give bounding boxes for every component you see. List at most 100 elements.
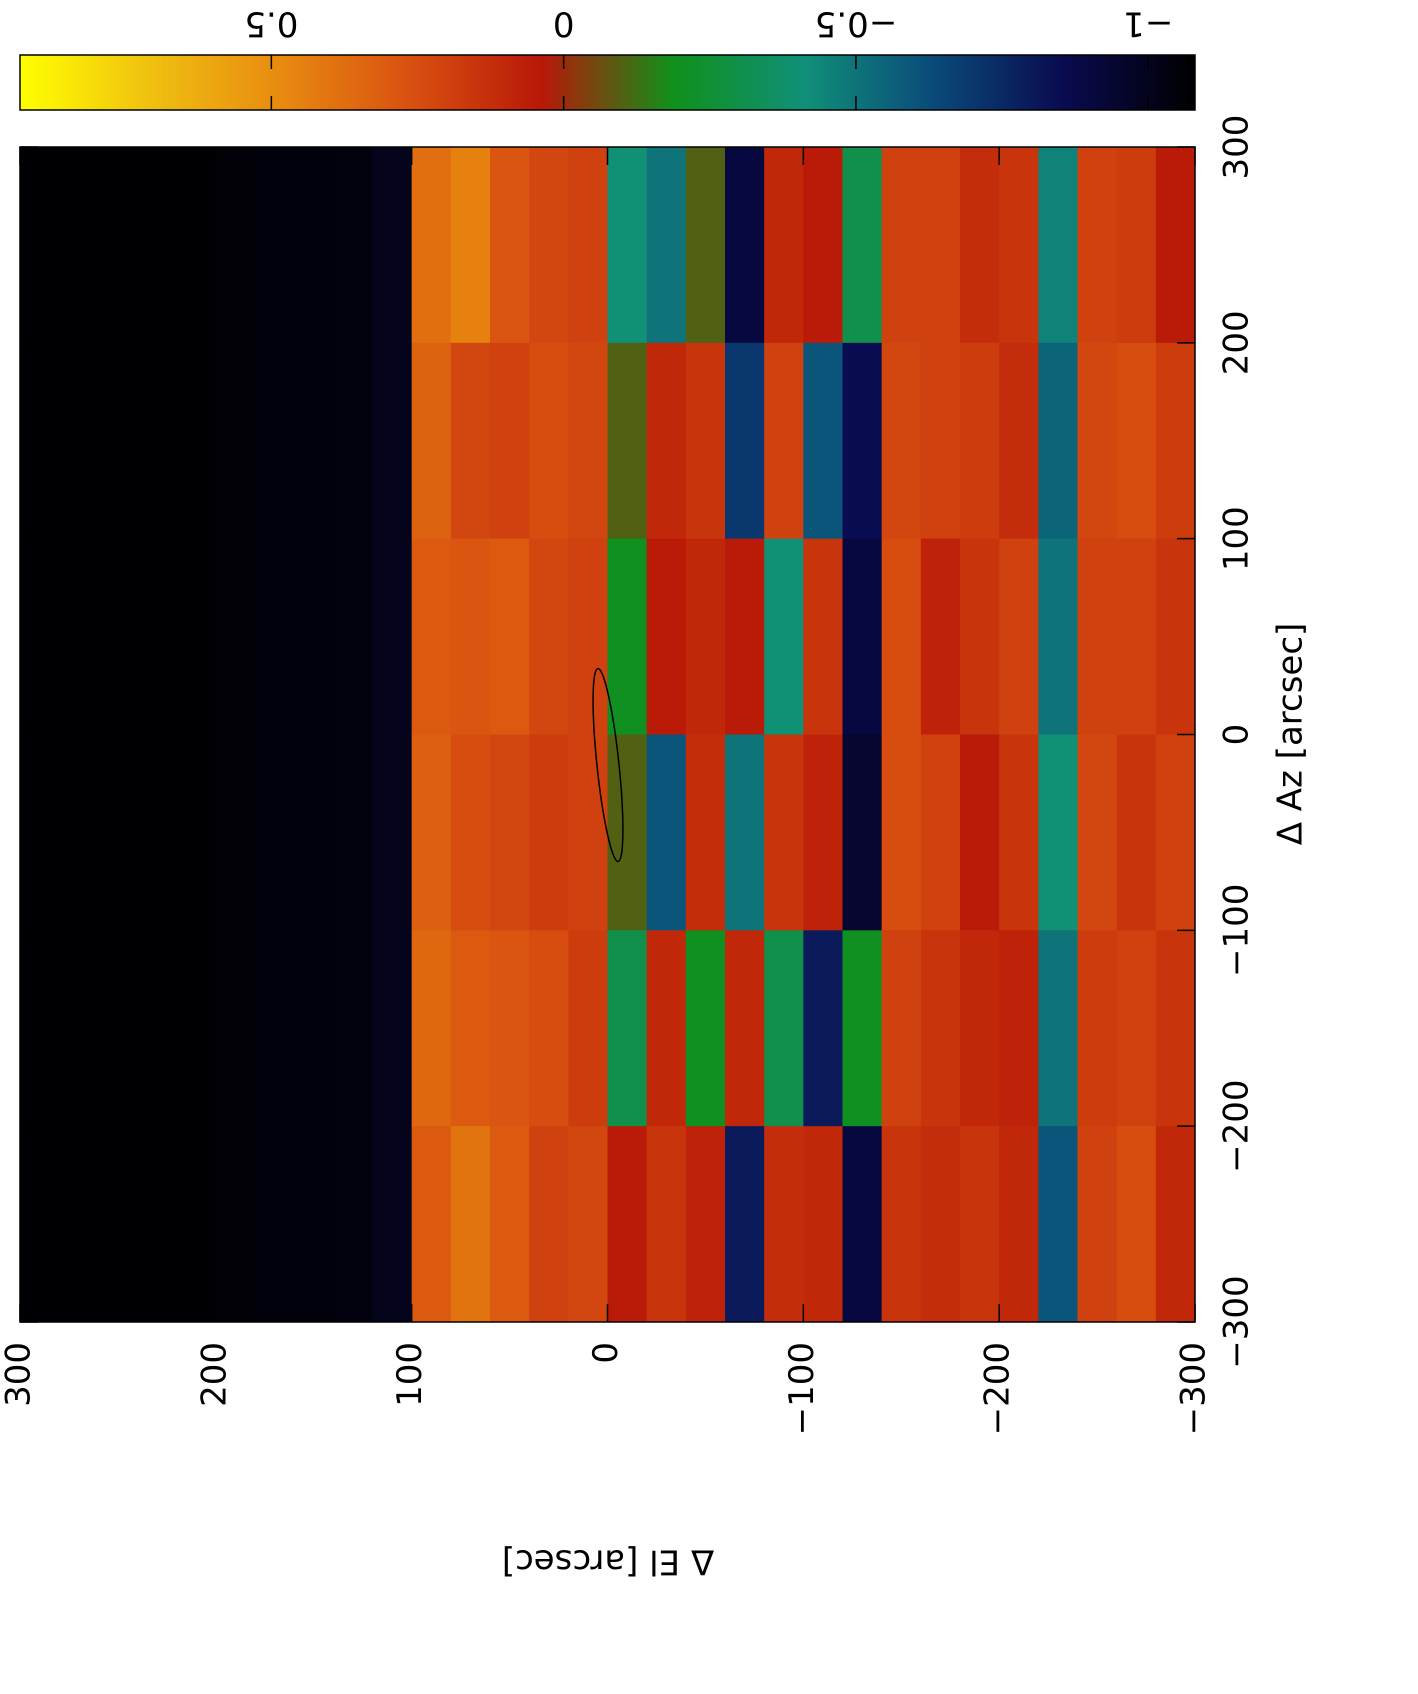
heatmap-cell bbox=[842, 1125, 883, 1322]
heatmap-cell bbox=[215, 538, 256, 735]
heatmap-cell bbox=[333, 733, 374, 931]
heatmap-cell bbox=[1116, 1125, 1157, 1322]
heatmap-cell bbox=[450, 1125, 491, 1322]
heatmap-cell bbox=[842, 342, 883, 539]
heatmap-cell bbox=[529, 538, 569, 735]
heatmap-cell bbox=[450, 929, 491, 1127]
heatmap-cell bbox=[255, 1125, 295, 1322]
y-tick-label: −200 bbox=[978, 1342, 1018, 1435]
colorbar-tick-label: −0.5 bbox=[815, 4, 898, 44]
heatmap-cell bbox=[803, 1125, 843, 1322]
heatmap-cell bbox=[411, 1125, 452, 1322]
heatmap-cell bbox=[372, 538, 413, 735]
heatmap-cell bbox=[1077, 538, 1118, 735]
heatmap-cell bbox=[725, 342, 765, 539]
heatmap-cell bbox=[920, 538, 961, 735]
heatmap-cell bbox=[568, 342, 608, 539]
heatmap-cell bbox=[1038, 1125, 1079, 1322]
heatmap-cell bbox=[411, 146, 452, 343]
heatmap-cell bbox=[646, 1125, 687, 1322]
heatmap-cell bbox=[411, 538, 452, 735]
heatmap-cell bbox=[333, 929, 374, 1127]
beam-ellipse bbox=[592, 667, 624, 863]
y-tick-label: 300 bbox=[0, 1342, 39, 1407]
heatmap-cell bbox=[98, 146, 139, 343]
heatmap-cell bbox=[411, 342, 452, 539]
y-tick-label: 0 bbox=[586, 1342, 626, 1364]
x-axis-title: Δ Az [arcsec] bbox=[1271, 623, 1311, 846]
heatmap-cell bbox=[450, 733, 491, 931]
heatmap-cell bbox=[999, 1125, 1039, 1322]
heatmap-cell bbox=[920, 1125, 961, 1322]
heatmap-cell bbox=[215, 733, 256, 931]
heatmap-cell bbox=[725, 146, 765, 343]
heatmap-cell bbox=[764, 1125, 804, 1322]
heatmap-cell bbox=[20, 929, 60, 1127]
heatmap-cell bbox=[411, 733, 452, 931]
heatmap-cell bbox=[59, 1125, 99, 1322]
heatmap-cell bbox=[20, 1125, 60, 1322]
heatmap-cell bbox=[294, 146, 334, 343]
heatmap-cell bbox=[372, 1125, 413, 1322]
heatmap-cell bbox=[255, 538, 295, 735]
heatmap-cell bbox=[215, 1125, 256, 1322]
heatmap-cell bbox=[764, 538, 804, 735]
heatmap-cell bbox=[685, 342, 726, 539]
heatmap-cell bbox=[1116, 146, 1157, 343]
x-tick-label: −300 bbox=[1217, 1275, 1257, 1368]
heatmap-cell bbox=[960, 342, 1000, 539]
heatmap-cell bbox=[960, 733, 1000, 931]
heatmap-cell bbox=[685, 538, 726, 735]
heatmap-cell bbox=[568, 146, 608, 343]
heatmap-cell bbox=[646, 733, 687, 931]
heatmap-cell bbox=[450, 342, 491, 539]
heatmap-cell bbox=[725, 538, 765, 735]
heatmap-cell bbox=[1116, 733, 1157, 931]
heatmap-cell bbox=[294, 538, 334, 735]
heatmap-cell bbox=[803, 538, 843, 735]
heatmap-cell bbox=[646, 342, 687, 539]
heatmap-cell bbox=[372, 929, 413, 1127]
heatmap-cell bbox=[20, 146, 60, 343]
x-tick-label: 300 bbox=[1217, 115, 1257, 180]
plot-frame: Δ Az [arcsec] Δ El [arcsec] −300−200−100… bbox=[0, 4, 1311, 1582]
heatmap-cell bbox=[20, 733, 60, 931]
x-tick-label: 200 bbox=[1217, 310, 1257, 375]
heatmap-cell bbox=[960, 1125, 1000, 1322]
heatmap-cell bbox=[490, 342, 530, 539]
heatmap-cell bbox=[137, 538, 178, 735]
heatmap-cell bbox=[255, 733, 295, 931]
heatmap-cell bbox=[999, 146, 1039, 343]
heatmap-cell bbox=[685, 929, 726, 1127]
heatmap-cell bbox=[333, 1125, 374, 1322]
heatmap-cell bbox=[1077, 1125, 1118, 1322]
heatmap-cell bbox=[607, 146, 648, 343]
heatmap-cell bbox=[333, 342, 374, 539]
heatmap-cell bbox=[607, 1125, 648, 1322]
heatmap-cell bbox=[646, 538, 687, 735]
heatmap-cell bbox=[999, 733, 1039, 931]
heatmap-cell bbox=[176, 342, 217, 539]
heatmap-cell bbox=[137, 342, 178, 539]
heatmap-cell bbox=[1038, 342, 1079, 539]
heatmap-cell bbox=[490, 733, 530, 931]
heatmap-cell bbox=[1077, 929, 1118, 1127]
heatmap-cell bbox=[529, 929, 569, 1127]
heatmap-cell bbox=[137, 929, 178, 1127]
y-tick-label: 100 bbox=[390, 1342, 430, 1407]
heatmap-cell bbox=[607, 538, 648, 735]
heatmap-cell bbox=[725, 929, 765, 1127]
heatmap bbox=[20, 146, 1196, 1322]
heatmap-cell bbox=[294, 1125, 334, 1322]
heatmap-cell bbox=[842, 929, 883, 1127]
heatmap-cell bbox=[568, 1125, 608, 1322]
heatmap-cell bbox=[568, 538, 608, 735]
heatmap-cell bbox=[333, 538, 374, 735]
x-tick-label: −100 bbox=[1217, 884, 1257, 977]
heatmap-cell bbox=[137, 146, 178, 343]
heatmap-cell bbox=[685, 733, 726, 931]
heatmap-cell bbox=[255, 342, 295, 539]
heatmap-cell bbox=[490, 538, 530, 735]
heatmap-cell bbox=[176, 929, 217, 1127]
heatmap-cell bbox=[529, 1125, 569, 1322]
